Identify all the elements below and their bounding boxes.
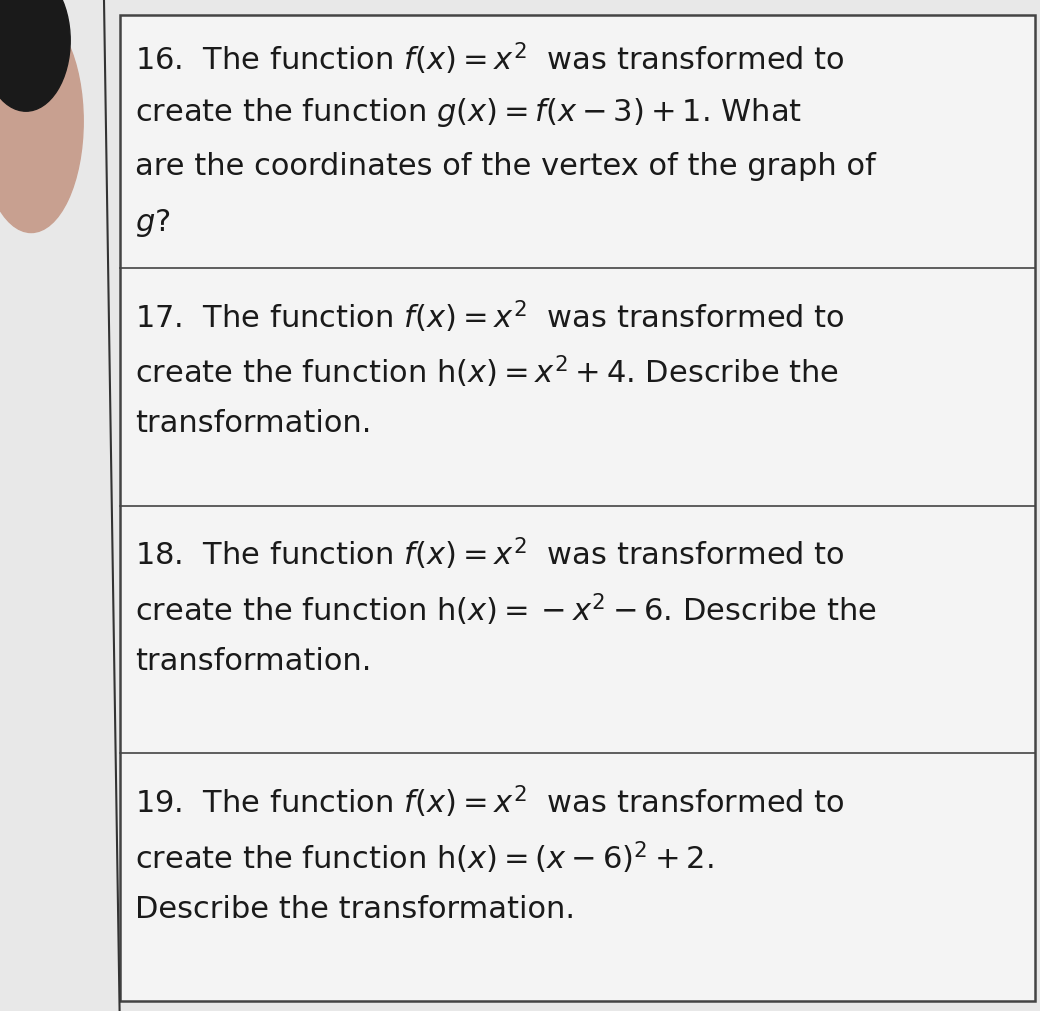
Text: transformation.: transformation.: [135, 409, 371, 439]
Text: $g$?: $g$?: [135, 207, 171, 240]
Text: Describe the transformation.: Describe the transformation.: [135, 895, 575, 924]
Text: create the function $g(x) = f(x - 3) + 1$. What: create the function $g(x) = f(x - 3) + 1…: [135, 96, 802, 129]
Text: create the function $\mathrm{h}(x) = x^2 + 4$. Describe the: create the function $\mathrm{h}(x) = x^2…: [135, 354, 839, 390]
Ellipse shape: [0, 10, 83, 233]
Text: 19.  The function $f(x) = x^2$  was transformed to: 19. The function $f(x) = x^2$ was transf…: [135, 784, 846, 820]
Text: create the function $\mathrm{h}(x) = (x - 6)^2 + 2$.: create the function $\mathrm{h}(x) = (x …: [135, 839, 713, 876]
Text: are the coordinates of the vertex of the graph of: are the coordinates of the vertex of the…: [135, 152, 876, 181]
FancyBboxPatch shape: [120, 15, 1035, 1001]
Text: 18.  The function $f(x) = x^2$  was transformed to: 18. The function $f(x) = x^2$ was transf…: [135, 536, 846, 572]
Text: transformation.: transformation.: [135, 647, 371, 676]
Text: create the function $\mathrm{h}(x) = -x^2 - 6$. Describe the: create the function $\mathrm{h}(x) = -x^…: [135, 591, 877, 628]
Text: 16.  The function $f(x) = x^2$  was transformed to: 16. The function $f(x) = x^2$ was transf…: [135, 40, 846, 77]
Ellipse shape: [0, 0, 71, 111]
Text: 17.  The function $f(x) = x^2$  was transformed to: 17. The function $f(x) = x^2$ was transf…: [135, 298, 846, 335]
